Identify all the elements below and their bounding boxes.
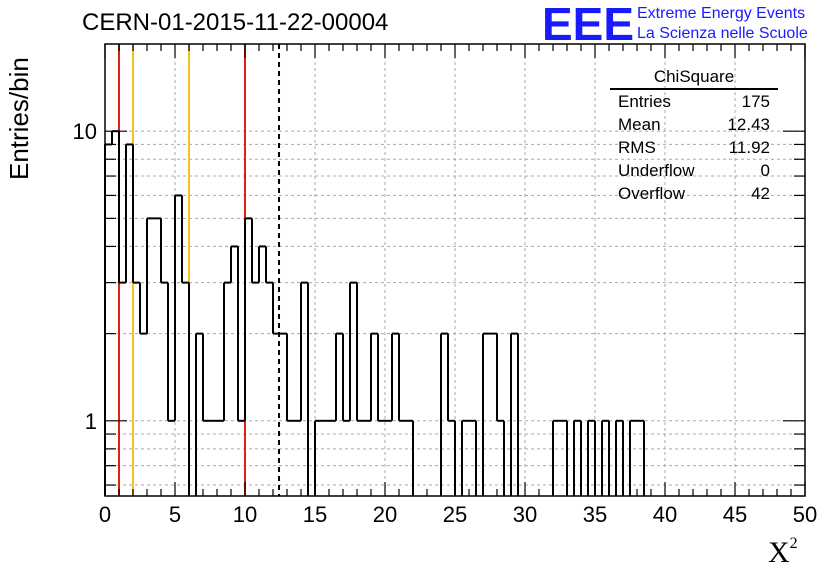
y-axis-label: Entries/bin [4, 57, 34, 180]
stats-label: Entries [618, 92, 671, 111]
histogram-bins [104, 130, 645, 496]
stats-row-underflow: Underflow 0 [610, 159, 778, 182]
stats-title: ChiSquare [610, 66, 778, 90]
stats-value: 12.43 [727, 115, 770, 134]
stats-label: RMS [618, 138, 656, 157]
x-tick-label: 25 [443, 502, 467, 527]
x-tick-label: 40 [653, 502, 677, 527]
x-tick-label: 30 [513, 502, 537, 527]
stats-value: 175 [741, 92, 770, 111]
eee-logo-text: EEE [542, 2, 634, 44]
x-axis-label: X2 [768, 535, 798, 569]
y-tick-label: 10 [73, 119, 97, 144]
y-tick-label: 1 [85, 409, 97, 434]
stats-label: Mean [618, 115, 661, 134]
x-tick-label: 20 [373, 502, 397, 527]
stats-value: 42 [751, 184, 770, 203]
x-tick-label: 15 [303, 502, 327, 527]
eee-logo: EEE [542, 2, 634, 44]
x-tick-label: 5 [169, 502, 181, 527]
stats-row-rms: RMS 11.92 [610, 136, 778, 159]
chart-title: CERN-01-2015-11-22-00004 [82, 9, 389, 36]
x-tick-label: 50 [793, 502, 817, 527]
stats-box: ChiSquare Entries 175 Mean 12.43 RMS 11.… [610, 66, 778, 205]
stats-row-entries: Entries 175 [610, 90, 778, 113]
stats-value: 0 [760, 161, 770, 180]
x-tick-label: 0 [99, 502, 111, 527]
axes [104, 43, 806, 497]
stats-label: Overflow [618, 184, 686, 203]
x-tick-label: 45 [723, 502, 747, 527]
x-tick-label: 35 [583, 502, 607, 527]
reference-lines [118, 44, 281, 496]
logo-subtitle-2: La Scienza nelle Scuole [637, 25, 808, 42]
logo-subtitle-1: Extreme Energy Events [637, 5, 806, 22]
stats-row-mean: Mean 12.43 [610, 113, 778, 136]
stats-value: 11.92 [728, 138, 770, 157]
stats-label: Underflow [618, 161, 695, 180]
x-tick-label: 10 [233, 502, 257, 527]
tick-labels: 0 5 10 15 20 25 30 35 40 45 50 1 10 [73, 119, 818, 527]
stats-row-overflow: Overflow 42 [610, 182, 778, 205]
